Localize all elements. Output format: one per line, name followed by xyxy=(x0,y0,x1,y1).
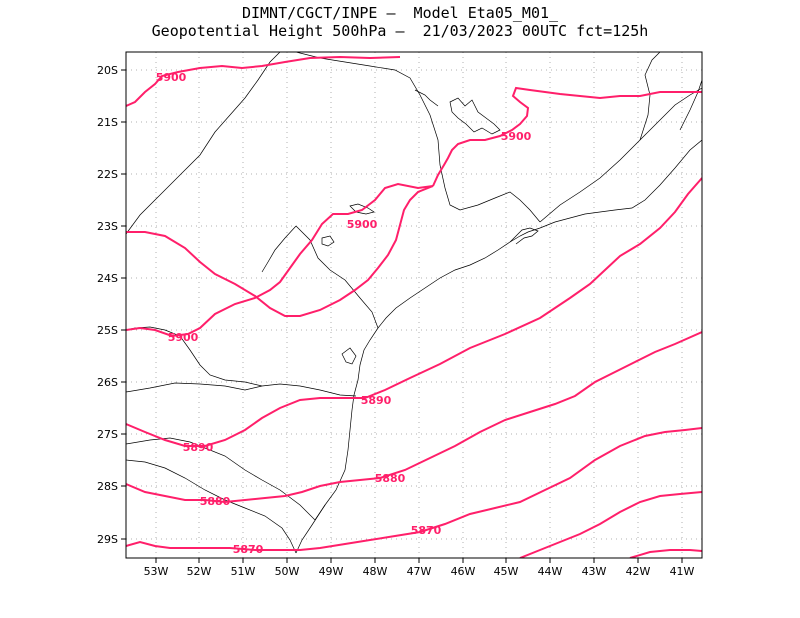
lon-tick-label: 52W xyxy=(187,565,212,578)
contour-label: 5870 xyxy=(233,543,264,556)
contour-label: 5880 xyxy=(375,472,406,485)
lat-tick-label: 28S xyxy=(97,480,118,493)
reservoir-furnas xyxy=(449,97,501,135)
border-ms-sp xyxy=(126,52,281,235)
map-title: DIMNT/CGCT/INPE – Model Eta05_M01_ Geopo… xyxy=(0,4,800,40)
lat-tick-label: 23S xyxy=(97,220,118,233)
lon-tick-label: 47W xyxy=(407,565,432,578)
contour-label: 5900 xyxy=(347,218,378,231)
lat-tick-label: 26S xyxy=(97,376,118,389)
contour-label: 5870 xyxy=(411,524,442,537)
lon-tick-label: 48W xyxy=(363,565,388,578)
title-line-2: Geopotential Height 500hPa – 21/03/2023 … xyxy=(151,22,649,40)
lagoon-patos xyxy=(341,347,357,365)
contour-5890 xyxy=(126,177,702,447)
lon-tick-label: 50W xyxy=(275,565,300,578)
contour-5870 xyxy=(126,427,702,551)
contour-label: 5890 xyxy=(183,441,214,454)
contour-label: 5900 xyxy=(168,331,199,344)
lat-tick-label: 21S xyxy=(97,116,118,129)
lon-tick-label: 53W xyxy=(144,565,169,578)
lon-tick-label: 42W xyxy=(626,565,651,578)
border-mg-rj xyxy=(539,87,702,223)
border-sc-rs xyxy=(126,437,326,521)
map-frame xyxy=(125,51,703,559)
border-es-east xyxy=(679,79,702,131)
longitude-labels: 53W 52W 51W 50W 49W 48W 47W 46W 45W 44W … xyxy=(144,565,695,578)
lat-tick-label: 27S xyxy=(97,428,118,441)
contour-5900-east xyxy=(432,86,702,187)
lat-tick-label: 24S xyxy=(97,272,118,285)
contour-lines xyxy=(126,55,702,558)
contour-label: 5900 xyxy=(501,130,532,143)
lon-tick-label: 49W xyxy=(319,565,344,578)
lat-tick-label: 29S xyxy=(97,533,118,546)
coastline xyxy=(295,139,702,554)
lon-tick-label: 43W xyxy=(582,565,607,578)
lon-tick-label: 51W xyxy=(231,565,256,578)
lon-tick-label: 41W xyxy=(670,565,695,578)
contour-5850 xyxy=(629,549,702,558)
contour-labels: 5900 5900 5900 5900 5890 5890 5880 5880 … xyxy=(156,71,532,556)
state-borders xyxy=(126,52,702,554)
contour-label: 5900 xyxy=(156,71,187,84)
contour-5900-central xyxy=(126,185,434,317)
border-mg-es xyxy=(639,52,661,141)
lon-tick-label: 46W xyxy=(451,565,476,578)
border-argentina xyxy=(126,459,297,554)
border-sp-mg xyxy=(295,52,541,223)
contour-label: 5880 xyxy=(200,495,231,508)
border-sp-pr xyxy=(295,225,379,329)
latitude-labels: 20S 21S 22S 23S 24S 25S 26S 27S 28S 29S xyxy=(97,64,118,546)
contour-5880 xyxy=(126,331,702,504)
bay-outline xyxy=(509,227,539,245)
contour-5860 xyxy=(519,491,702,558)
lat-tick-label: 22S xyxy=(97,168,118,181)
contour-label: 5890 xyxy=(361,394,392,407)
lon-tick-label: 44W xyxy=(538,565,563,578)
lat-tick-label: 25S xyxy=(97,324,118,337)
lon-tick-label: 45W xyxy=(494,565,519,578)
axis-ticks xyxy=(121,69,683,563)
border-ms-pr xyxy=(261,225,297,273)
contour-5900-west xyxy=(126,182,434,338)
title-line-1: DIMNT/CGCT/INPE – Model Eta05_M01_ xyxy=(241,4,559,22)
border-pr-sc xyxy=(126,382,357,397)
reservoir-parana xyxy=(321,235,335,247)
border-paraguay xyxy=(126,326,263,387)
contour-5900-north xyxy=(126,55,401,107)
river-grande xyxy=(414,89,439,107)
lat-tick-label: 20S xyxy=(97,64,118,77)
grid-lines xyxy=(126,52,702,558)
